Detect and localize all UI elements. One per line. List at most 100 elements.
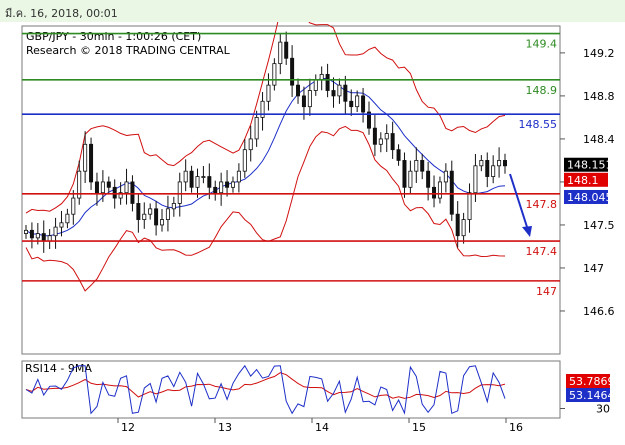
- candle-body: [307, 90, 312, 108]
- candle-body: [230, 181, 235, 188]
- candle-body: [142, 213, 147, 220]
- candle-body: [189, 170, 194, 188]
- candle-body: [160, 219, 165, 226]
- candle-body: [266, 84, 271, 102]
- datetime-label: มี.ค. 16, 2018, 00:01: [5, 7, 118, 20]
- candle-body: [136, 203, 141, 220]
- top-date-bar: มี.ค. 16, 2018, 00:01: [0, 0, 625, 22]
- candle-body: [53, 226, 58, 237]
- upper-band-line: [25, 22, 506, 214]
- candle-body: [100, 181, 105, 194]
- candle-body: [165, 208, 170, 220]
- level-label: 147: [536, 285, 557, 298]
- candle-body: [437, 181, 442, 199]
- candle-body: [41, 233, 46, 242]
- candle-body: [254, 117, 259, 140]
- candle-body: [201, 176, 206, 178]
- candle-body: [313, 79, 318, 91]
- chart-title: GBP/JPY - 30min - 1:00:26 (CET): [26, 30, 201, 43]
- candle-body: [83, 143, 88, 172]
- rsi-plot-frame: [21, 360, 561, 419]
- y-tick-label: 148.4: [583, 133, 615, 146]
- rsi-value-tag: [566, 374, 610, 388]
- y-tick-label: 147.5: [583, 219, 615, 232]
- y-tick-label: 148.8: [583, 90, 615, 103]
- candle-body: [236, 170, 241, 183]
- x-tick-label: 15: [412, 421, 426, 434]
- y-tick-label: 149.2: [583, 47, 615, 60]
- rsi-value-label: 53.7869: [569, 375, 615, 388]
- candle-body: [378, 138, 383, 145]
- candle-body: [502, 160, 507, 167]
- rsi-title: RSI14 - 9MA: [25, 362, 92, 375]
- candle-body: [213, 186, 218, 194]
- rsi-value-tag: [566, 388, 610, 402]
- candle-body: [497, 160, 502, 167]
- candle-body: [23, 229, 28, 234]
- candle-body: [449, 170, 454, 215]
- price-tag-label: 148.151: [567, 159, 613, 172]
- candle-body: [461, 219, 466, 237]
- candle-body: [366, 111, 371, 129]
- rsi-line: [25, 364, 506, 415]
- candle-body: [485, 160, 490, 177]
- candle-body: [455, 213, 460, 237]
- rsi-tick-label: 30: [596, 403, 610, 416]
- candle-body: [337, 84, 342, 97]
- candle-body: [219, 181, 224, 194]
- y-tick-label: 146.6: [583, 305, 615, 318]
- candle-body: [396, 149, 401, 161]
- level-label: 147.4: [526, 245, 558, 258]
- rsi-value-label: 53.1464: [569, 389, 615, 402]
- candle-body: [479, 160, 484, 167]
- candle-body: [118, 192, 123, 199]
- candle-body: [473, 165, 478, 194]
- candle-body: [59, 222, 64, 228]
- candle-body: [402, 160, 407, 188]
- candle-body: [408, 170, 413, 188]
- candle-body: [248, 138, 253, 151]
- level-label: 147.8: [526, 198, 558, 211]
- chart-subtitle: Research © 2018 TRADING CENTRAL: [26, 44, 231, 57]
- candle-body: [491, 165, 496, 177]
- candle-body: [65, 213, 70, 224]
- candle-body: [331, 90, 336, 97]
- candle-body: [343, 84, 348, 102]
- level-label: 148.55: [519, 118, 558, 131]
- candle-body: [225, 181, 230, 188]
- candle-body: [426, 170, 431, 188]
- candle-body: [177, 181, 182, 204]
- price-tag: [564, 189, 608, 204]
- candle-body: [420, 160, 425, 172]
- candle-body: [29, 229, 34, 239]
- candle-body: [301, 95, 306, 108]
- candle-body: [242, 149, 247, 172]
- y-tick-label: 147: [583, 262, 604, 275]
- x-tick-label: 16: [509, 421, 523, 434]
- candle-body: [432, 186, 437, 199]
- candle-body: [47, 235, 52, 242]
- candle-body: [94, 181, 99, 194]
- candle-body: [390, 133, 395, 151]
- candle-body: [260, 100, 265, 118]
- candle-body: [195, 176, 200, 188]
- candle-body: [154, 208, 159, 226]
- candle-body: [112, 186, 117, 199]
- candle-body: [71, 197, 76, 215]
- candle-body: [124, 181, 129, 194]
- price-tag-label: 148.045: [567, 191, 613, 204]
- price-tag-label: 148.1: [567, 174, 599, 187]
- candle-body: [296, 84, 301, 97]
- candle-body: [467, 192, 472, 220]
- candle-body: [361, 95, 366, 113]
- price-tag: [564, 157, 608, 172]
- moving-average-line: [25, 77, 506, 237]
- candle-body: [384, 133, 389, 140]
- x-tick-label: 12: [121, 421, 135, 434]
- gbpjpy-chart: GBP/JPY - 30min - 1:00:26 (CET) Research…: [21, 22, 615, 434]
- candle-body: [372, 127, 377, 145]
- candle-body: [349, 100, 354, 108]
- candle-body: [284, 41, 289, 59]
- candle-body: [148, 208, 153, 215]
- candle-body: [278, 41, 283, 65]
